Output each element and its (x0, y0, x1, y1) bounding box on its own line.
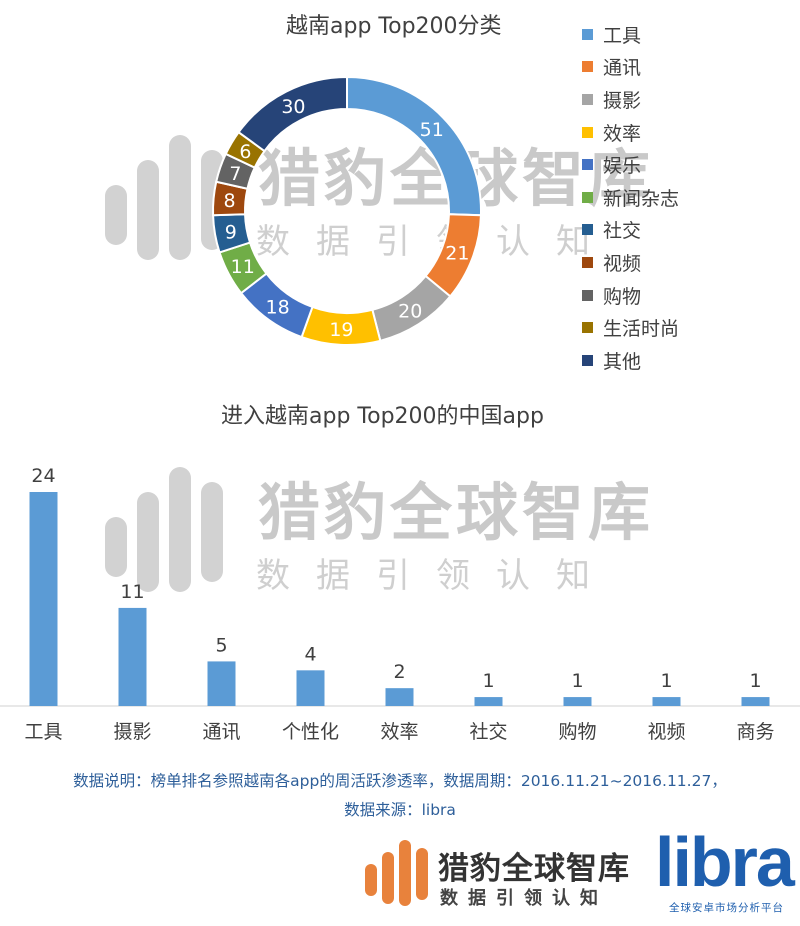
legend-swatch (582, 28, 593, 40)
bar-value-label: 1 (749, 670, 761, 692)
legend-label: 其他 (603, 350, 642, 373)
footer-brand-slogan: 数据引领认知 (440, 888, 608, 909)
libra-logo: libra (655, 823, 795, 901)
legend-item: 摄影 (582, 83, 679, 116)
legend-item: 生活时尚 (582, 311, 679, 344)
donut-value-label: 21 (445, 243, 469, 265)
bar-商务 (741, 697, 770, 706)
legend-label: 通讯 (603, 57, 642, 80)
legend-label: 视频 (603, 252, 642, 275)
donut-legend: 工具通讯摄影效率娱乐新闻杂志社交视频购物生活时尚其他 (582, 18, 679, 377)
legend-item: 视频 (582, 246, 679, 279)
bar-value-label: 4 (304, 643, 316, 665)
legend-swatch (582, 322, 593, 334)
donut-value-label: 20 (398, 301, 422, 323)
donut-value-label: 30 (281, 96, 305, 118)
legend-swatch (582, 256, 593, 268)
legend-label: 工具 (603, 24, 642, 47)
legend-swatch (582, 354, 593, 366)
legend-swatch (582, 159, 593, 171)
bar-category-label: 社交 (469, 721, 507, 743)
bar-value-label: 5 (215, 634, 227, 656)
legend-swatch (582, 61, 593, 73)
legend-label: 摄影 (603, 89, 642, 112)
bar-chart-title: 进入越南app Top200的中国app (221, 404, 544, 429)
bar-通讯 (207, 661, 236, 706)
bar-个性化 (296, 670, 325, 706)
bar-chart: 24 工具 11 摄影 5 通讯 4 个性化 2 效率 1 社交 1 购物 1 视频 1 商务 (0, 465, 800, 743)
libra-tagline: 全球安卓市场分析平台 (669, 902, 784, 914)
footer-brand-name: 猎豹全球智库 (438, 851, 630, 887)
legend-label: 效率 (603, 122, 642, 145)
donut-slice-工具 (346, 75, 482, 217)
donut-value-label: 6 (239, 141, 251, 163)
bar-value-label: 2 (393, 661, 405, 683)
legend-item: 社交 (582, 214, 679, 247)
donut-value-label: 19 (329, 319, 353, 341)
cheetah-logo-icon (365, 840, 428, 906)
bar-category-label: 效率 (380, 721, 418, 743)
bar-摄影 (118, 607, 147, 706)
legend-label: 生活时尚 (603, 318, 680, 341)
bar-购物 (563, 697, 592, 706)
bar-category-label: 工具 (24, 721, 62, 743)
legend-item: 娱乐 (582, 148, 679, 181)
data-note-line-1: 数据说明：榜单排名参照越南各app的周活跃渗透率，数据周期：2016.11.21… (73, 772, 727, 790)
donut-value-label: 9 (225, 221, 237, 243)
data-note-line-2: 数据来源：libra (344, 801, 456, 819)
legend-item: 新闻杂志 (582, 181, 679, 214)
legend-item: 购物 (582, 279, 679, 312)
legend-item: 工具 (582, 18, 679, 51)
donut-value-label: 11 (231, 256, 255, 278)
legend-swatch (582, 191, 593, 203)
bar-工具 (29, 492, 58, 706)
bar-视频 (652, 697, 681, 706)
legend-item: 通讯 (582, 51, 679, 84)
bar-value-label: 24 (31, 465, 55, 487)
bar-社交 (474, 697, 503, 706)
legend-swatch (582, 224, 593, 236)
bar-category-label: 购物 (558, 721, 596, 743)
bar-value-label: 1 (660, 670, 672, 692)
legend-swatch (582, 93, 593, 105)
legend-item: 效率 (582, 116, 679, 149)
bar-效率 (385, 688, 414, 706)
donut-chart: 51 21 20 19 18 11 9 8 76 30 (212, 75, 482, 346)
donut-chart-title: 越南app Top200分类 (286, 14, 502, 39)
donut-value-label: 51 (420, 119, 444, 141)
legend-label: 社交 (603, 220, 642, 243)
donut-slice-其他 (237, 75, 348, 153)
legend-label: 购物 (603, 285, 642, 308)
legend-item: 其他 (582, 344, 679, 377)
bar-category-label: 摄影 (113, 721, 151, 743)
donut-value-label: 7 (229, 163, 241, 185)
bar-category-label: 通讯 (202, 721, 240, 743)
bar-value-label: 1 (482, 670, 494, 692)
bar-category-label: 个性化 (282, 721, 339, 743)
bar-category-label: 商务 (736, 721, 774, 743)
legend-swatch (582, 126, 593, 138)
bar-value-label: 11 (120, 581, 144, 603)
legend-swatch (582, 289, 593, 301)
donut-value-label: 18 (266, 296, 290, 318)
legend-label: 娱乐 (603, 155, 642, 178)
legend-label: 新闻杂志 (603, 187, 680, 210)
bar-value-label: 1 (571, 670, 583, 692)
bar-category-label: 视频 (647, 721, 685, 743)
donut-value-label: 8 (223, 190, 235, 212)
